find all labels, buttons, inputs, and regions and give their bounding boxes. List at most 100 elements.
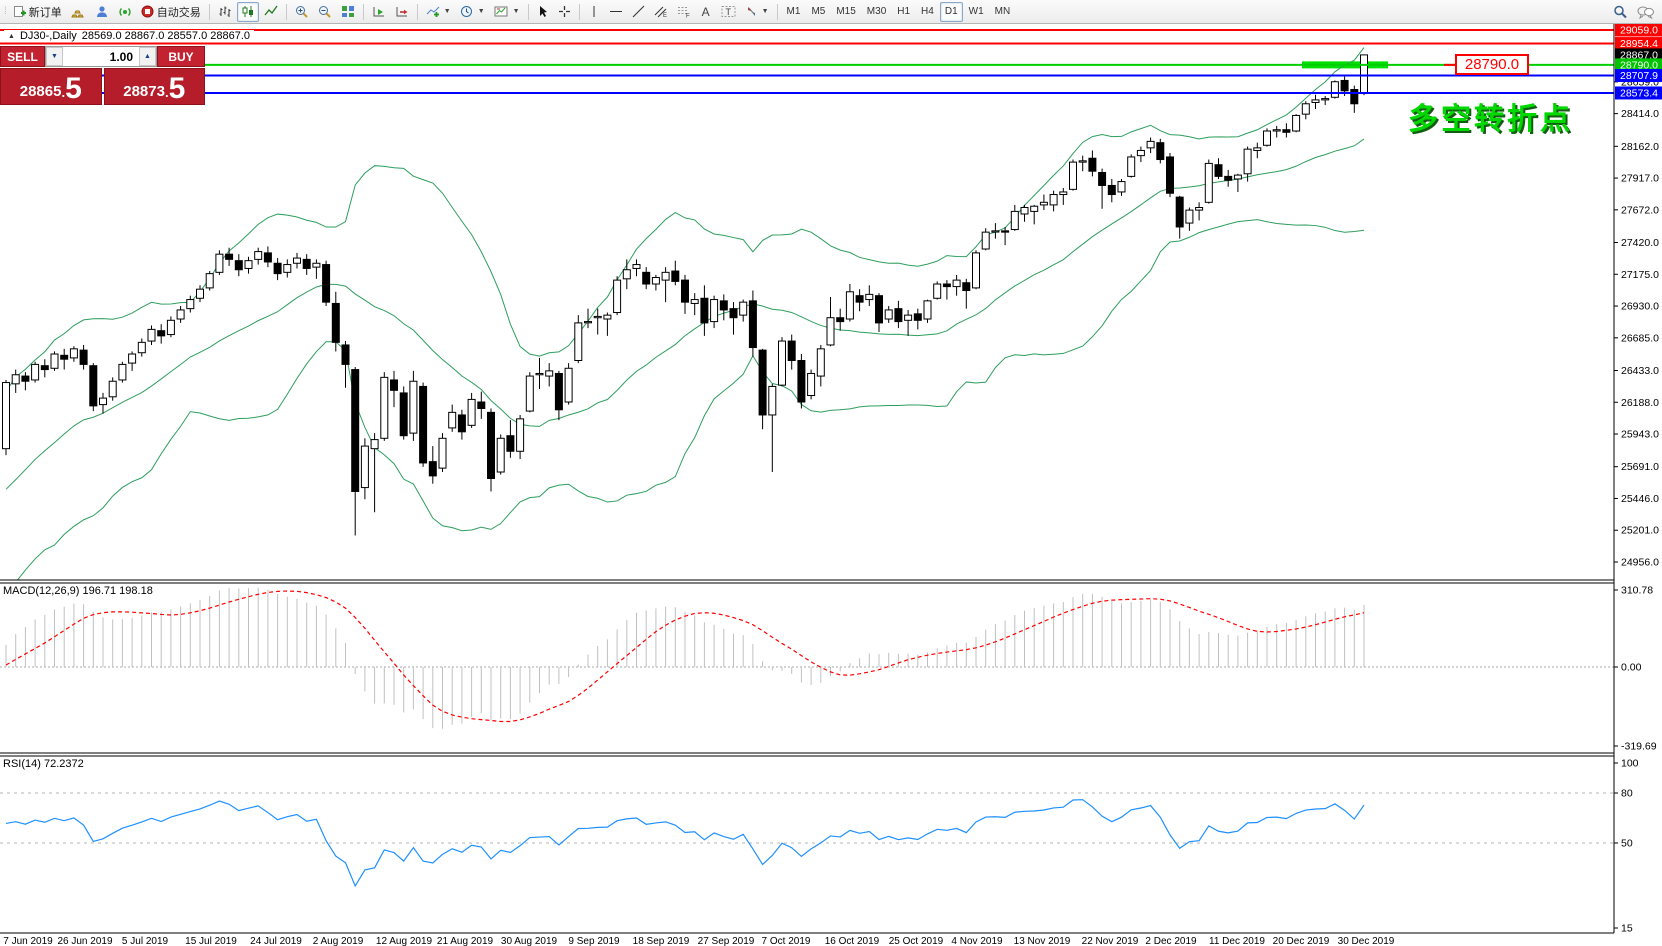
separator	[416, 3, 418, 20]
gold-bars-icon	[70, 5, 86, 18]
svg-text:9 Sep 2019: 9 Sep 2019	[568, 936, 620, 946]
buy-button[interactable]: BUY	[157, 46, 205, 67]
buy-price-main: 28873	[123, 83, 165, 100]
timeframe-m5-button[interactable]: M5	[806, 2, 830, 22]
chevron-down-icon: ▼	[512, 8, 520, 15]
equidistant-channel-tool-button[interactable]: E	[650, 2, 672, 22]
timeframe-m15-button[interactable]: M15	[831, 2, 860, 22]
volume-increase-button[interactable]: ▲	[139, 47, 156, 66]
volume-decrease-button[interactable]: ▼	[46, 47, 63, 66]
timeframe-mn-button[interactable]: MN	[990, 2, 1016, 22]
gold-button[interactable]	[67, 2, 90, 22]
fibonacci-tool-button[interactable]: F	[673, 2, 695, 22]
horizontal-line-icon	[609, 5, 623, 18]
timeframe-m30-button[interactable]: M30	[862, 2, 891, 22]
bollinger-bands	[5, 47, 1365, 580]
vertical-line-icon	[589, 5, 599, 18]
search-button[interactable]	[1609, 2, 1632, 22]
text-tool-button[interactable]: A	[696, 2, 716, 22]
text-label-tool-button[interactable]: T	[717, 2, 740, 22]
candlestick-chart-button[interactable]	[236, 1, 259, 22]
sell-price-display[interactable]: 28865. 5	[0, 68, 102, 105]
svg-text:25201.0: 25201.0	[1621, 525, 1659, 537]
auto-scroll-button[interactable]	[368, 2, 390, 22]
trendline-tool-button[interactable]	[628, 2, 649, 22]
svg-text:28707.9: 28707.9	[1620, 70, 1658, 82]
panel-frame	[0, 24, 1615, 934]
zoom-in-button[interactable]	[291, 2, 313, 22]
line-chart-button[interactable]	[260, 2, 282, 22]
horizontal-level-lines[interactable]	[0, 29, 1614, 94]
svg-text:28414.0: 28414.0	[1621, 108, 1659, 120]
template-button[interactable]: ▼	[490, 2, 524, 22]
text-tool-icon: A	[701, 4, 710, 19]
date-axis: 7 Jun 2019 26 Jun 2019 5 Jul 2019 15 Jul 20…	[3, 936, 1395, 946]
cursor-tool-button[interactable]	[533, 2, 553, 22]
arrows-icon	[745, 5, 758, 18]
autotrade-label: 自动交易	[156, 6, 201, 19]
toolbar-grip[interactable]: ⁞	[4, 6, 7, 17]
buy-price-display[interactable]: 28873. 5	[103, 68, 205, 105]
svg-text:21 Aug 2019: 21 Aug 2019	[437, 936, 494, 946]
price-callout-28790[interactable]: 28790.0	[1455, 54, 1529, 75]
bull-bear-turning-point-annotation: 多空转折点	[1408, 103, 1573, 136]
svg-text:26188.0: 26188.0	[1621, 397, 1659, 409]
crosshair-tool-button[interactable]	[554, 2, 575, 22]
chat-icon	[1637, 5, 1654, 19]
collapse-triangle-icon: ▲	[8, 32, 15, 40]
svg-text:18 Sep 2019: 18 Sep 2019	[633, 936, 690, 946]
svg-text:0.00: 0.00	[1621, 662, 1642, 674]
autotrade-button[interactable]: 自动交易	[137, 2, 205, 22]
svg-text:28573.4: 28573.4	[1620, 87, 1658, 99]
add-indicator-button[interactable]: ▼	[422, 2, 455, 22]
svg-text:25446.0: 25446.0	[1621, 493, 1659, 505]
svg-text:27672.0: 27672.0	[1621, 204, 1659, 216]
tile-windows-icon	[341, 5, 355, 18]
zoom-out-button[interactable]	[314, 2, 336, 22]
community-button[interactable]	[91, 2, 113, 22]
svg-text:20 Dec 2019: 20 Dec 2019	[1273, 936, 1330, 946]
svg-text:5 Jul 2019: 5 Jul 2019	[122, 936, 169, 946]
tile-windows-button[interactable]	[337, 2, 359, 22]
new-order-button[interactable]: 新订单	[9, 2, 66, 22]
chat-button[interactable]	[1633, 2, 1658, 22]
rsi-indicator	[0, 792, 1614, 888]
timeframe-h4-button[interactable]: H4	[916, 2, 939, 22]
timeframe-m1-button[interactable]: M1	[782, 2, 806, 22]
timeframe-d1-button[interactable]: D1	[939, 1, 963, 22]
horizontal-line-tool-button[interactable]	[605, 2, 627, 22]
text-label-icon: T	[721, 5, 736, 18]
fibonacci-icon: F	[677, 5, 691, 18]
svg-text:16 Oct 2019: 16 Oct 2019	[825, 936, 880, 946]
sell-button[interactable]: SELL	[0, 46, 45, 67]
timeframe-w1-button[interactable]: W1	[964, 2, 989, 22]
vertical-line-tool-button[interactable]	[584, 2, 604, 22]
svg-text:26 Jun 2019: 26 Jun 2019	[57, 936, 112, 946]
separator	[208, 3, 210, 20]
svg-text:7 Jun 2019: 7 Jun 2019	[3, 936, 53, 946]
chart-shift-button[interactable]	[391, 2, 413, 22]
macd-indicator	[0, 587, 1614, 729]
volume-input[interactable]: 1.00	[109, 49, 133, 64]
svg-text:12 Aug 2019: 12 Aug 2019	[376, 936, 433, 946]
template-icon	[494, 5, 509, 18]
periods-button[interactable]: ▼	[456, 2, 489, 22]
svg-text:7 Oct 2019: 7 Oct 2019	[762, 936, 811, 946]
svg-text:22 Nov 2019: 22 Nov 2019	[1082, 936, 1139, 946]
timeframe-h1-button[interactable]: H1	[892, 2, 915, 22]
price-level-labels: 29059.028954.428867.028790.028707.928573…	[1615, 23, 1662, 100]
candlestick-chart-icon	[241, 5, 255, 18]
svg-text:4 Nov 2019: 4 Nov 2019	[951, 936, 1003, 946]
bar-chart-button[interactable]	[214, 2, 236, 22]
svg-text:15 Jul 2019: 15 Jul 2019	[185, 936, 237, 946]
svg-text:25 Oct 2019: 25 Oct 2019	[889, 936, 944, 946]
periods-clock-icon	[460, 5, 474, 18]
signal-button[interactable]	[114, 2, 136, 22]
arrows-tool-button[interactable]: ▼	[741, 2, 773, 22]
chart-title-bar[interactable]: ▲ DJ30-,Daily 28569.0 28867.0 28557.0 28…	[4, 30, 255, 42]
cursor-icon	[537, 5, 549, 18]
line-chart-icon	[264, 5, 278, 18]
svg-text:310.78: 310.78	[1621, 585, 1653, 597]
